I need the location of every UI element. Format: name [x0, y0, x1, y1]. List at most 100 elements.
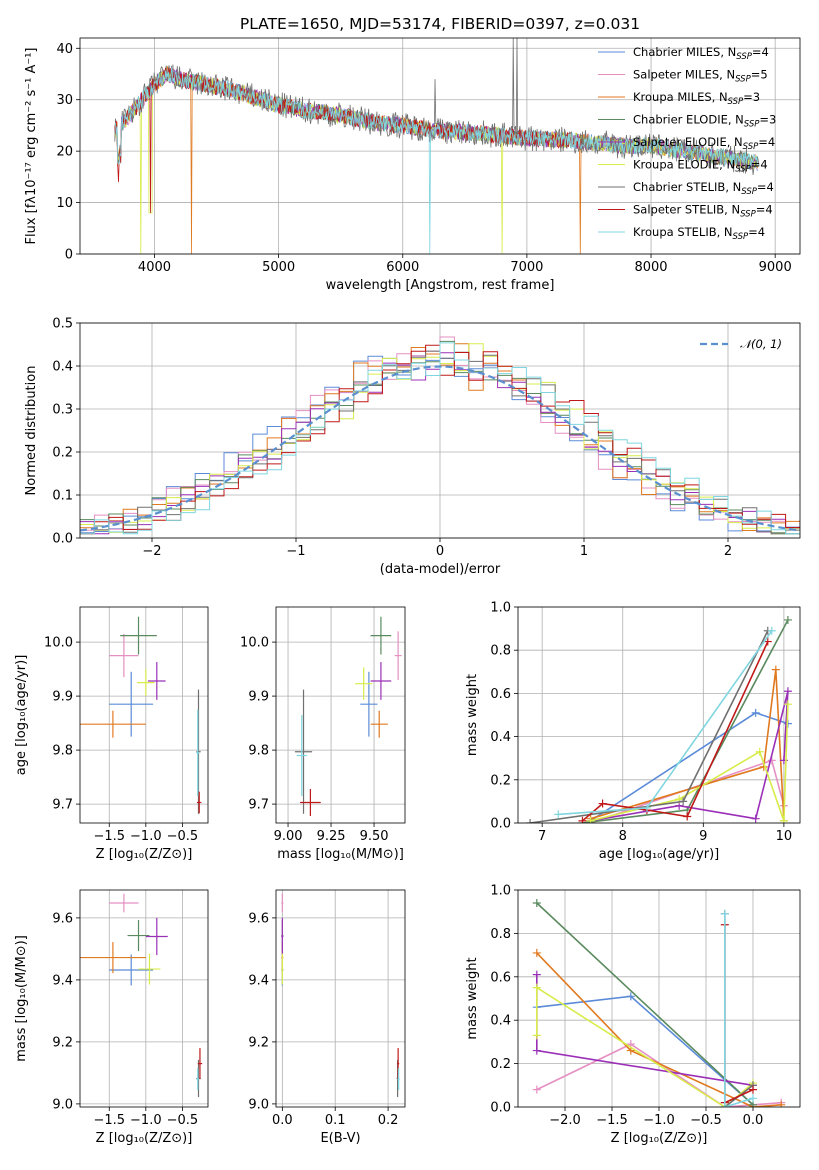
weight-marker	[749, 1094, 757, 1103]
x-tick-label: −2.0	[549, 1113, 581, 1128]
legend-label: Kroupa ELODIE, NSSP=4	[633, 158, 768, 175]
weight-line	[536, 995, 754, 1106]
y-tick-label: 0	[65, 248, 73, 263]
x-tick-label: −1	[286, 544, 305, 559]
spectrum-line	[114, 67, 582, 213]
weight-marker	[532, 970, 541, 979]
x-axis-label: Z [log₁₀(Z/Z⊙)]	[96, 1131, 193, 1146]
x-tick-label: 5000	[262, 260, 295, 275]
x-tick-label: 0	[436, 544, 444, 559]
x-axis-label: Z [log₁₀(Z/Z⊙)]	[611, 1131, 708, 1146]
x-axis-label: (data-model)/error	[380, 562, 501, 577]
weight-marker	[598, 799, 607, 808]
y-tick-label: 9.2	[248, 1035, 269, 1050]
histogram-step	[80, 342, 800, 535]
y-axis-label: mass weight	[465, 957, 480, 1039]
y-tick-label: 0.2	[52, 446, 73, 461]
x-axis-label: mass [log₁₀(M/M⊙)]	[277, 847, 404, 862]
weight-marker	[783, 700, 792, 709]
y-tick-label: 1.0	[490, 884, 511, 899]
plot-area-mass_vs_Z	[80, 893, 203, 1098]
chart-layer: 4000 5000 6000 7000 8000 9000010203040wavelen…	[14, 37, 801, 1146]
y-tick-label: 0.0	[490, 1101, 511, 1116]
y-tick-label: 9.9	[52, 690, 73, 705]
y-tick-label: 9.2	[52, 1035, 73, 1050]
x-tick-label: 9000	[759, 260, 792, 275]
x-tick-label: 0.1	[325, 1113, 346, 1128]
x-tick-label: −0.5	[690, 1113, 722, 1128]
x-tick-label: 0.0	[743, 1113, 764, 1128]
x-tick-label: −1.0	[130, 829, 162, 844]
x-tick-label: 2	[724, 544, 732, 559]
weight-marker	[771, 665, 780, 674]
normal-curve	[80, 365, 800, 532]
x-axis-label: Z [log₁₀(Z/Z⊙)]	[96, 847, 193, 862]
y-tick-label: 0.8	[490, 927, 511, 942]
weight-marker	[779, 816, 788, 823]
plot-area-weight_vs_Z	[532, 899, 786, 1107]
weight-marker	[578, 816, 587, 823]
y-tick-label: 0.1	[52, 489, 73, 504]
x-tick-label: −1.5	[596, 1113, 628, 1128]
x-tick-label: −1.0	[130, 1113, 162, 1128]
weight-line	[535, 986, 754, 1107]
figure-title: PLATE=1650, MJD=53174, FIBERID=0397, z=0…	[240, 15, 640, 33]
x-tick-label: 9.00	[274, 829, 303, 844]
x-tick-label: −2	[142, 544, 161, 559]
y-tick-label: 30	[56, 93, 73, 108]
legend-label: Kroupa STELIB, NSSP=4	[633, 225, 765, 242]
x-tick-label: 9	[699, 829, 707, 844]
y-tick-label: 0.2	[490, 773, 511, 788]
y-tick-label: 0.4	[490, 1014, 511, 1029]
weight-line	[590, 669, 785, 821]
axes-frame	[79, 322, 801, 539]
axes-residual_hist: −2 −1 0 1 2 0.0 0.1 0.2 0.3 0.4 0.5 (data-model)/er…	[24, 317, 801, 577]
y-axis-label: mass [log₁₀(M/M⊙)]	[14, 935, 29, 1062]
y-axis-label: Normed distribution	[24, 366, 39, 496]
y-tick-label: 0.4	[490, 730, 511, 745]
y-tick-label: 1.0	[490, 601, 511, 616]
legend-label: Chabrier STELIB, NSSP=4	[633, 180, 774, 197]
weight-marker	[720, 1103, 729, 1107]
y-tick-label: 40	[56, 42, 73, 57]
weight-line	[536, 902, 754, 1106]
weight-line	[723, 913, 754, 1107]
y-tick-label: 0.0	[490, 817, 511, 832]
legend-label: Salpeter ELODIE, NSSP=4	[633, 135, 775, 152]
x-tick-label: 0.0	[272, 1113, 293, 1128]
axes-frame	[79, 889, 209, 1108]
y-tick-label: 9.4	[52, 973, 73, 988]
plot-area-residual_hist	[80, 336, 800, 535]
weight-marker	[679, 797, 688, 806]
legend-label: Chabrier ELODIE, NSSP=3	[633, 113, 776, 130]
weight-marker	[532, 948, 541, 957]
y-tick-label: 9.7	[248, 798, 269, 813]
axes-frame	[275, 606, 406, 824]
x-tick-label: −0.5	[167, 829, 199, 844]
spectrum-line	[114, 67, 758, 254]
weight-marker	[767, 626, 776, 635]
weight-marker	[532, 1085, 541, 1094]
weight-marker	[532, 1031, 541, 1040]
y-axis-label: Flux [fλ10⁻¹⁷ erg cm⁻² s⁻¹ A⁻¹]	[24, 48, 39, 245]
weight-line	[590, 704, 789, 822]
weight-marker	[532, 1046, 541, 1055]
y-axis-label: mass weight	[465, 674, 480, 756]
axes-spectrum: 4000 5000 6000 7000 8000 9000 0 10 20 30 40 wavelen…	[24, 37, 801, 293]
axes-weight_vs_age: 7 8 9 10 0.0 0.2 0.4 0.6 0.8 1.0 age [log₁₀(age/yr…	[465, 601, 801, 862]
weight-marker	[777, 1100, 786, 1107]
legend-label: Salpeter STELIB, NSSP=4	[633, 203, 773, 220]
x-axis-label: age [log₁₀(age/yr)]	[599, 847, 720, 862]
y-tick-label: 9.0	[248, 1097, 269, 1112]
x-tick-label: 6000	[386, 260, 419, 275]
x-tick-label: 8000	[634, 260, 667, 275]
y-tick-label: 10	[56, 196, 73, 211]
x-tick-label: −1.5	[93, 1113, 125, 1128]
x-tick-label: 7	[538, 829, 546, 844]
weight-line	[723, 913, 754, 1107]
x-tick-label: −1.0	[643, 1113, 675, 1128]
x-axis-label: E(B-V)	[320, 1131, 360, 1146]
x-tick-label: 0.2	[378, 1113, 399, 1128]
legend-label: Kroupa MILES, NSSP=3	[633, 90, 760, 107]
x-tick-label: 10	[776, 829, 793, 844]
